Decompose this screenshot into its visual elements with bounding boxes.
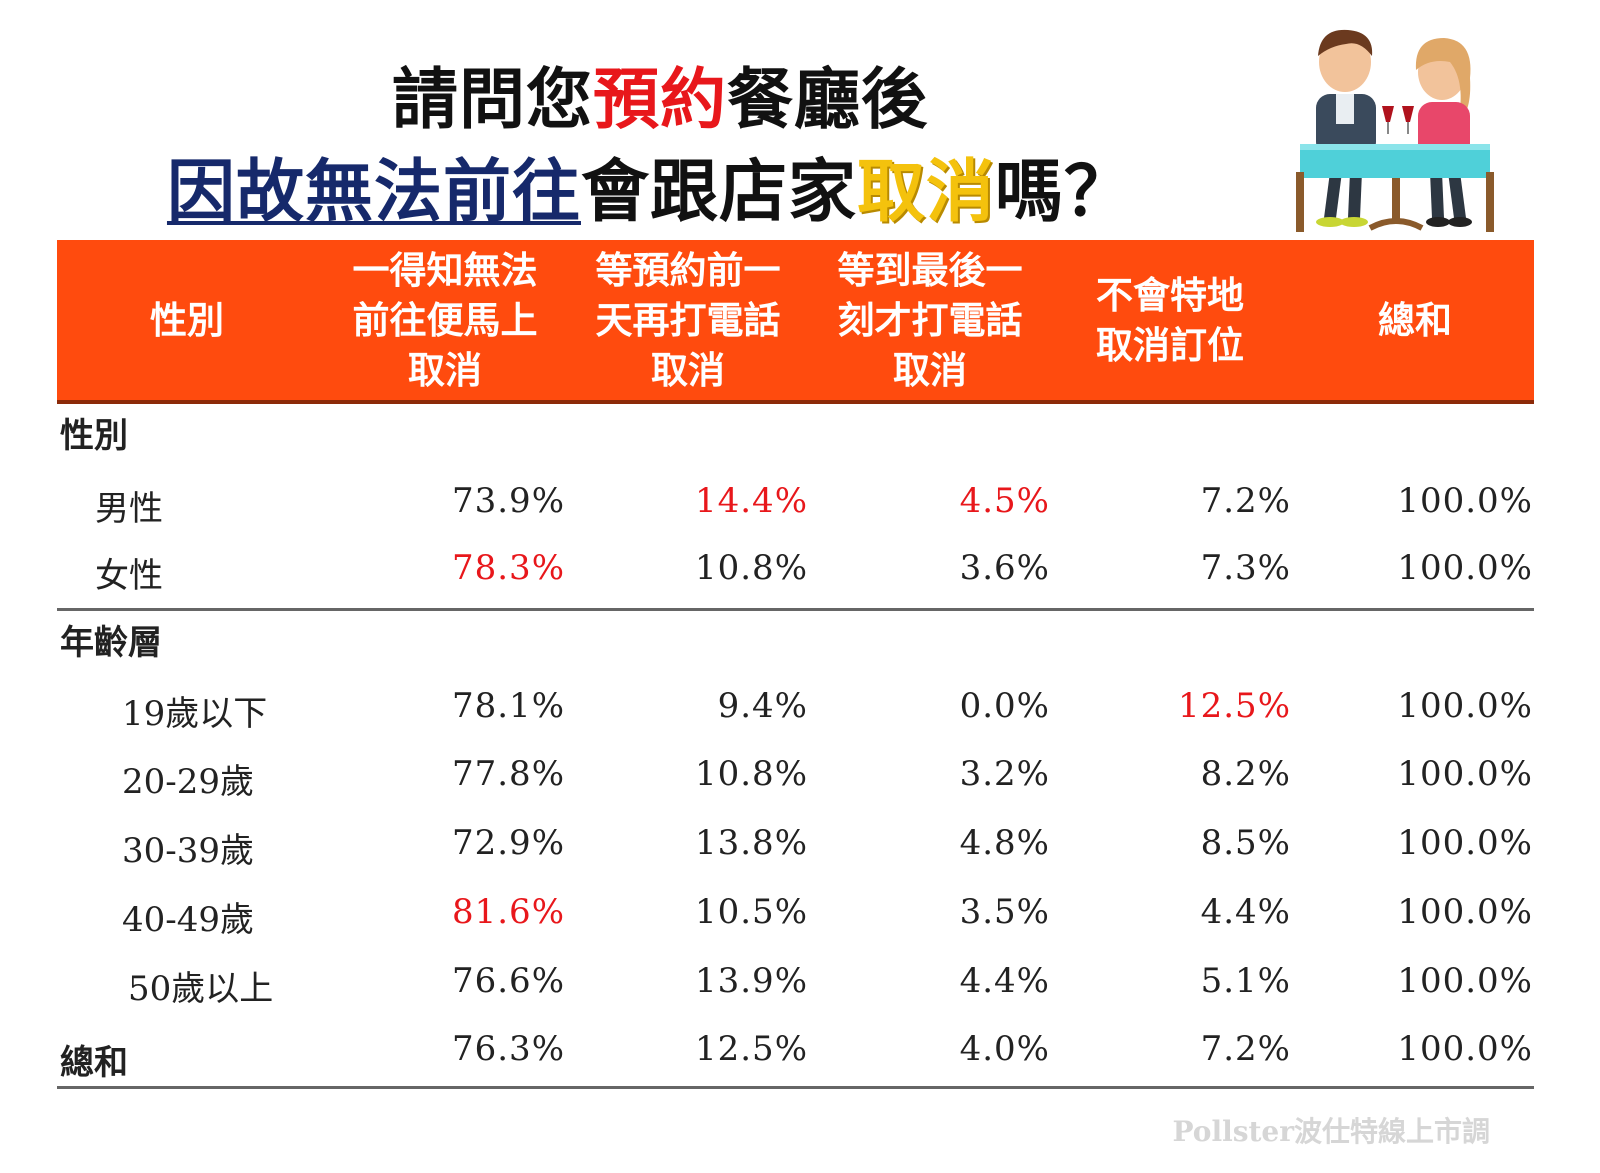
divider (57, 1086, 1534, 1089)
section-label: 總和 (60, 1043, 128, 1083)
table-cell: 5.1% (1200, 961, 1291, 1001)
title-segment-black: 會跟店家 (580, 152, 857, 232)
row-label: 19歲以下 (122, 694, 268, 734)
table-cell: 10.5% (694, 892, 808, 932)
table-cell: 100.0% (1397, 548, 1533, 588)
section-label: 年齡層 (60, 623, 162, 663)
table-cell: 7.2% (1200, 1029, 1291, 1069)
table-cell: 4.0% (959, 1029, 1050, 1069)
table-cell: 10.8% (694, 754, 808, 794)
table-cell: 8.5% (1200, 823, 1291, 863)
row-label: 40-49歲 (122, 900, 255, 940)
table-cell: 100.0% (1397, 481, 1533, 521)
column-header: 總和 (1378, 298, 1452, 342)
table-cell: 100.0% (1397, 1029, 1533, 1069)
row-label: 20-29歲 (122, 762, 255, 802)
table-cell: 73.9% (451, 481, 565, 521)
table-cell: 10.8% (694, 548, 808, 588)
table-cell: 7.3% (1200, 548, 1291, 588)
table-cell: 100.0% (1397, 754, 1533, 794)
table-cell: 78.1% (451, 686, 565, 726)
table-cell: 3.6% (959, 548, 1050, 588)
row-label: 50歲以上 (128, 969, 274, 1009)
column-header: 一得知無法 前往便馬上 取消 (352, 248, 538, 392)
table-cell: 100.0% (1397, 823, 1533, 863)
title-segment-black: 餐廳後 (727, 60, 928, 138)
column-header: 性別 (150, 298, 224, 342)
table-cell: 72.9% (451, 823, 565, 863)
table-cell: 13.9% (694, 961, 808, 1001)
title-segment-navy: 因故無法前往 (166, 152, 581, 232)
row-label: 女性 (95, 556, 163, 596)
divider (57, 608, 1534, 611)
row-label: 30-39歲 (122, 831, 255, 871)
column-header: 等預約前一 天再打電話 取消 (595, 248, 781, 392)
table-cell: 0.0% (959, 686, 1050, 726)
source-watermark: Pollster波仕特線上市調 (1172, 1115, 1490, 1148)
table-cell: 100.0% (1397, 892, 1533, 932)
title-segment-red: 預約 (593, 60, 727, 138)
title-segment-black: 請問您 (392, 60, 593, 138)
title-segment-yellow: 取消 (857, 152, 996, 232)
table-cell: 9.4% (717, 686, 808, 726)
table-cell: 3.5% (959, 892, 1050, 932)
table-cell: 100.0% (1397, 686, 1533, 726)
table-cell: 78.3% (451, 548, 565, 588)
column-header: 等到最後一 刻才打電話 取消 (837, 248, 1023, 392)
table-cell: 12.5% (1177, 686, 1291, 726)
table-cell: 3.2% (959, 754, 1050, 794)
table-cell: 4.4% (1200, 892, 1291, 932)
table-cell: 4.4% (959, 961, 1050, 1001)
table-cell: 4.5% (959, 481, 1050, 521)
table-cell: 13.8% (694, 823, 808, 863)
table-cell: 8.2% (1200, 754, 1291, 794)
table-header: 性別 一得知無法 前往便馬上 取消 等預約前一 天再打電話 取消 等到最後一 刻才打電… (57, 240, 1534, 404)
title-line-2: 因故無法前往會跟店家取消嗎？ (10, 150, 1290, 234)
table-cell: 100.0% (1397, 961, 1533, 1001)
table-cell: 76.6% (451, 961, 565, 1001)
table-cell: 77.8% (451, 754, 565, 794)
table-cell: 12.5% (694, 1029, 808, 1069)
table-cell: 14.4% (694, 481, 808, 521)
title-segment-black: 嗎？ (995, 152, 1134, 232)
row-label: 男性 (95, 489, 163, 529)
table-cell: 81.6% (451, 892, 565, 932)
table-cell: 4.8% (959, 823, 1050, 863)
section-label: 性別 (60, 416, 128, 456)
column-header: 不會特地 取消訂位 (1096, 273, 1244, 367)
couple-dining-icon (1296, 29, 1494, 232)
title-line-1: 請問您預約餐廳後 (20, 58, 1300, 140)
table-cell: 7.2% (1200, 481, 1291, 521)
table-cell: 76.3% (451, 1029, 565, 1069)
